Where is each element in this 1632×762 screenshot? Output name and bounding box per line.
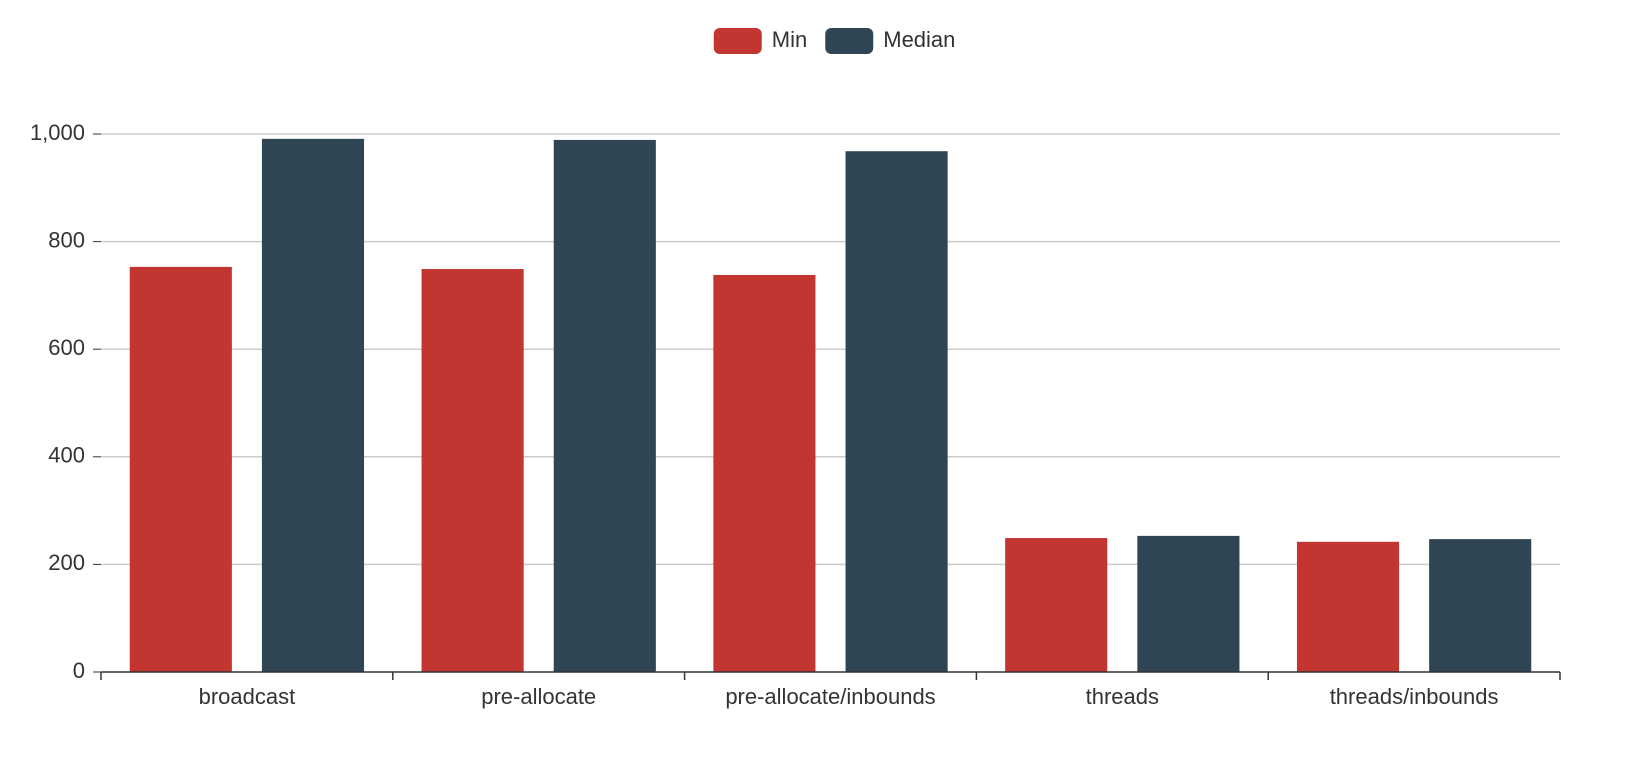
x-tick-label: pre-allocate <box>481 684 596 709</box>
y-tick-label: 800 <box>48 227 85 252</box>
legend-label[interactable]: Min <box>772 27 807 52</box>
y-tick-label: 400 <box>48 443 85 468</box>
legend-swatch[interactable] <box>713 28 762 54</box>
bar[interactable] <box>845 151 948 672</box>
y-tick-label: 1,000 <box>30 120 85 145</box>
y-tick-label: 200 <box>48 550 85 575</box>
x-tick-label: threads/inbounds <box>1330 684 1499 709</box>
bar[interactable] <box>1296 541 1400 672</box>
legend-label[interactable]: Median <box>883 27 955 52</box>
bar[interactable] <box>553 139 656 673</box>
bar[interactable] <box>421 269 524 672</box>
bar[interactable] <box>1137 535 1240 672</box>
bar[interactable] <box>1005 538 1108 672</box>
x-tick-label: broadcast <box>199 684 296 709</box>
legend-swatch[interactable] <box>825 28 874 54</box>
bar[interactable] <box>1429 539 1532 672</box>
bar[interactable] <box>261 138 365 673</box>
bar[interactable] <box>129 266 232 672</box>
y-tick-label: 600 <box>48 335 85 360</box>
y-tick-label: 0 <box>73 658 85 683</box>
x-tick-label: pre-allocate/inbounds <box>725 684 935 709</box>
bar[interactable] <box>713 274 816 672</box>
x-tick-label: threads <box>1086 684 1159 709</box>
